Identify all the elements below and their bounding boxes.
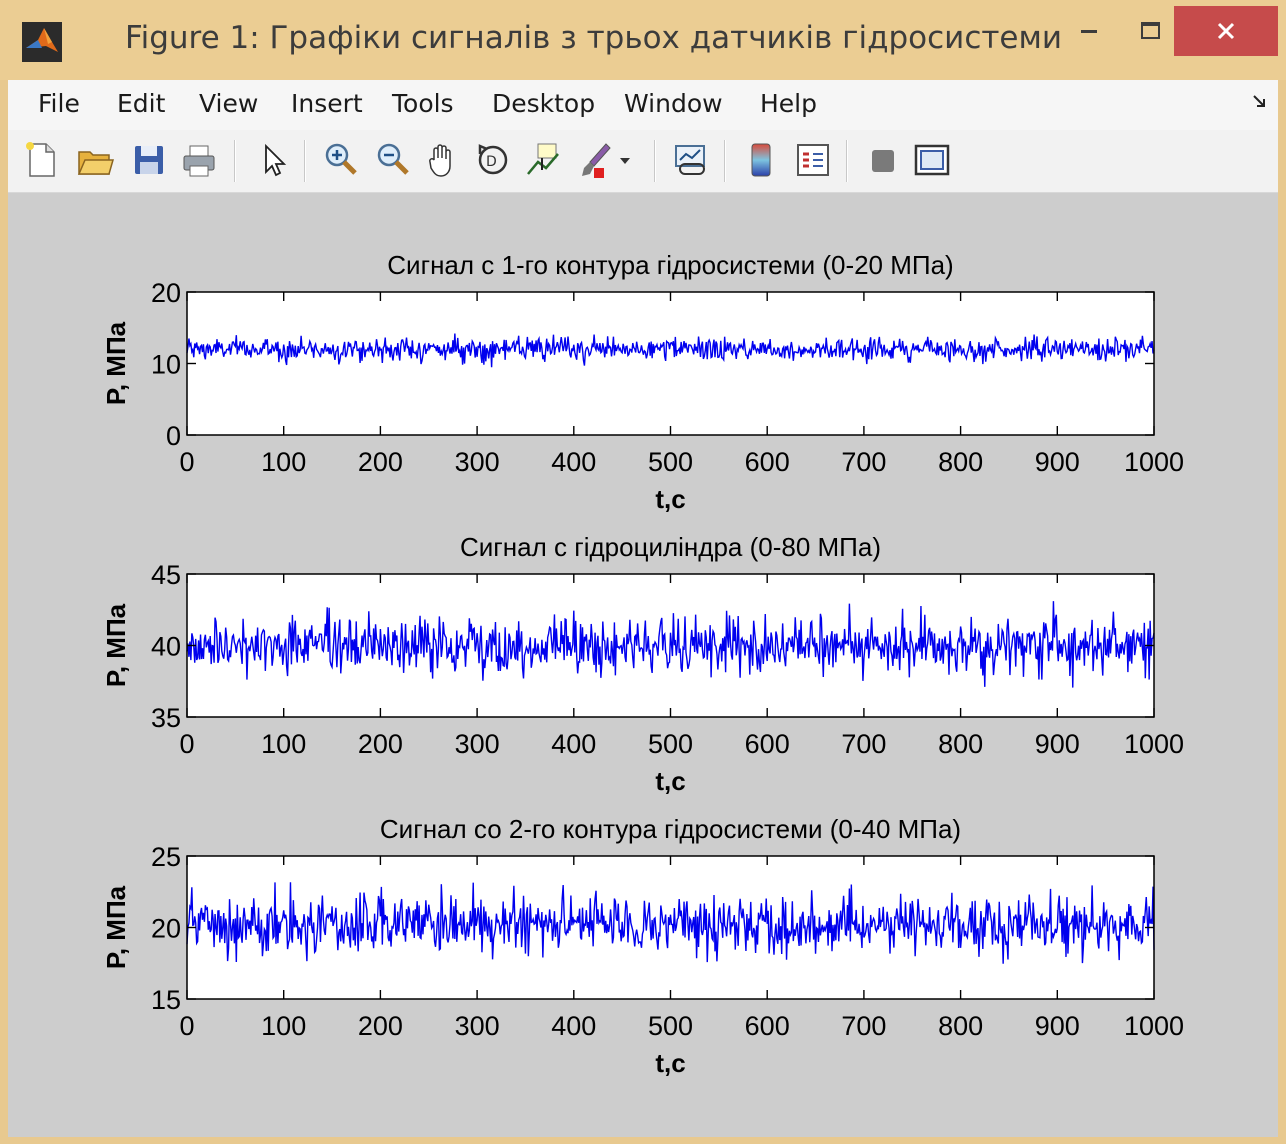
rotate-3d-icon[interactable]: D — [474, 140, 512, 180]
brush-dropdown-icon[interactable] — [616, 140, 634, 180]
x-tick-label: 700 — [841, 729, 886, 759]
y-tick-label: 10 — [151, 350, 181, 380]
x-tick-label: 1000 — [1124, 447, 1184, 477]
signal-line-series — [186, 333, 1155, 368]
menu-view[interactable]: View — [199, 89, 259, 118]
minimize-button[interactable] — [1060, 8, 1118, 54]
title-bar[interactable]: Figure 1: Графіки сигналів з трьох датчи… — [0, 0, 1286, 80]
y-axis-label: P, МПа — [101, 603, 131, 687]
signal-line-series — [186, 601, 1155, 688]
save-icon[interactable] — [130, 140, 168, 180]
menu-file[interactable]: File — [38, 89, 80, 118]
insert-legend-icon[interactable] — [794, 140, 832, 180]
x-tick-label: 1000 — [1124, 1011, 1184, 1041]
y-tick-label: 20 — [151, 278, 181, 308]
x-tick-label: 500 — [648, 729, 693, 759]
signal-line-series — [186, 882, 1155, 964]
x-tick-label: 300 — [455, 447, 500, 477]
y-tick-label: 35 — [151, 703, 181, 733]
x-tick-label: 600 — [745, 1011, 790, 1041]
y-axis-label: P, МПа — [101, 321, 131, 405]
x-tick-label: 500 — [648, 447, 693, 477]
menu-tools[interactable]: Tools — [392, 89, 454, 118]
close-button[interactable] — [1174, 6, 1278, 56]
toolbar-separator — [654, 140, 656, 182]
open-file-icon[interactable] — [76, 140, 114, 180]
x-tick-label: 200 — [358, 447, 403, 477]
x-tick-label: 400 — [551, 1011, 596, 1041]
y-tick-label: 25 — [151, 842, 181, 872]
x-tick-label: 200 — [358, 1011, 403, 1041]
show-plot-tools-icon[interactable] — [912, 140, 950, 180]
x-axis-label: t,c — [655, 1048, 685, 1078]
y-axis-label: P, МПа — [101, 885, 131, 969]
data-cursor-icon[interactable] — [524, 140, 562, 180]
y-tick-label: 15 — [151, 985, 181, 1015]
x-tick-label: 300 — [455, 1011, 500, 1041]
chart-title: Сигнал с 1-го контура гідросистеми (0-20… — [387, 250, 953, 280]
window-title: Figure 1: Графіки сигналів з трьох датчи… — [125, 20, 1063, 56]
menu-help[interactable]: Help — [760, 89, 817, 118]
toolbar-separator — [724, 140, 726, 182]
dock-arrow-icon[interactable] — [1252, 94, 1268, 114]
x-tick-label: 100 — [261, 729, 306, 759]
toolbar-separator — [304, 140, 306, 182]
x-tick-label: 500 — [648, 1011, 693, 1041]
x-axis-label: t,c — [655, 484, 685, 514]
x-tick-label: 700 — [841, 447, 886, 477]
hide-plot-tools-icon[interactable] — [864, 140, 902, 180]
x-tick-label: 0 — [179, 447, 194, 477]
zoom-out-icon[interactable] — [374, 140, 412, 180]
zoom-in-icon[interactable] — [322, 140, 360, 180]
plots-area[interactable]: 0 100 200 300 400 500 600 700 800 900 100001020Сиг… — [8, 193, 1278, 1137]
brush-icon[interactable] — [576, 140, 614, 180]
x-tick-label: 400 — [551, 729, 596, 759]
menu-window[interactable]: Window — [624, 89, 723, 118]
x-tick-label: 800 — [938, 729, 983, 759]
chart-title: Сигнал с гідроциліндра (0-80 МПа) — [460, 532, 881, 562]
svg-text:D: D — [486, 154, 497, 170]
x-tick-label: 0 — [179, 729, 194, 759]
menu-desktop[interactable]: Desktop — [492, 89, 596, 118]
x-tick-label: 300 — [455, 729, 500, 759]
x-tick-label: 200 — [358, 729, 403, 759]
x-tick-label: 600 — [745, 447, 790, 477]
y-tick-label: 20 — [151, 914, 181, 944]
new-figure-icon[interactable] — [22, 140, 60, 180]
matlab-icon[interactable] — [22, 22, 62, 62]
toolbar-separator — [846, 140, 848, 182]
x-tick-label: 0 — [179, 1011, 194, 1041]
x-tick-label: 700 — [841, 1011, 886, 1041]
print-icon[interactable] — [180, 140, 218, 180]
menu-bar: File Edit View Insert Tools Desktop Wind… — [8, 80, 1278, 130]
toolbar-separator — [234, 140, 236, 182]
pan-hand-icon[interactable] — [424, 140, 462, 180]
y-tick-label: 40 — [151, 632, 181, 662]
x-tick-label: 400 — [551, 447, 596, 477]
menu-edit[interactable]: Edit — [117, 89, 166, 118]
edit-plot-arrow-icon[interactable] — [254, 140, 292, 180]
x-tick-label: 800 — [938, 447, 983, 477]
y-tick-label: 45 — [151, 560, 181, 590]
figure-toolbar: D — [8, 130, 1278, 193]
x-tick-label: 900 — [1035, 729, 1080, 759]
y-tick-label: 0 — [166, 421, 181, 451]
x-tick-label: 900 — [1035, 1011, 1080, 1041]
menu-insert[interactable]: Insert — [291, 89, 363, 118]
axes-background[interactable] — [187, 292, 1154, 435]
link-plot-icon[interactable] — [672, 140, 710, 180]
x-tick-label: 1000 — [1124, 729, 1184, 759]
maximize-button[interactable] — [1122, 8, 1180, 54]
chart-title: Сигнал со 2-го контура гідросистеми (0-4… — [380, 814, 961, 844]
figure-canvas: 0 100 200 300 400 500 600 700 800 900 1000 0 10 20 Сиг… — [8, 193, 1278, 1137]
x-tick-label: 600 — [745, 729, 790, 759]
x-tick-label: 800 — [938, 1011, 983, 1041]
insert-colorbar-icon[interactable] — [742, 140, 780, 180]
x-tick-label: 100 — [261, 1011, 306, 1041]
x-tick-label: 900 — [1035, 447, 1080, 477]
x-tick-label: 100 — [261, 447, 306, 477]
x-axis-label: t,c — [655, 766, 685, 796]
